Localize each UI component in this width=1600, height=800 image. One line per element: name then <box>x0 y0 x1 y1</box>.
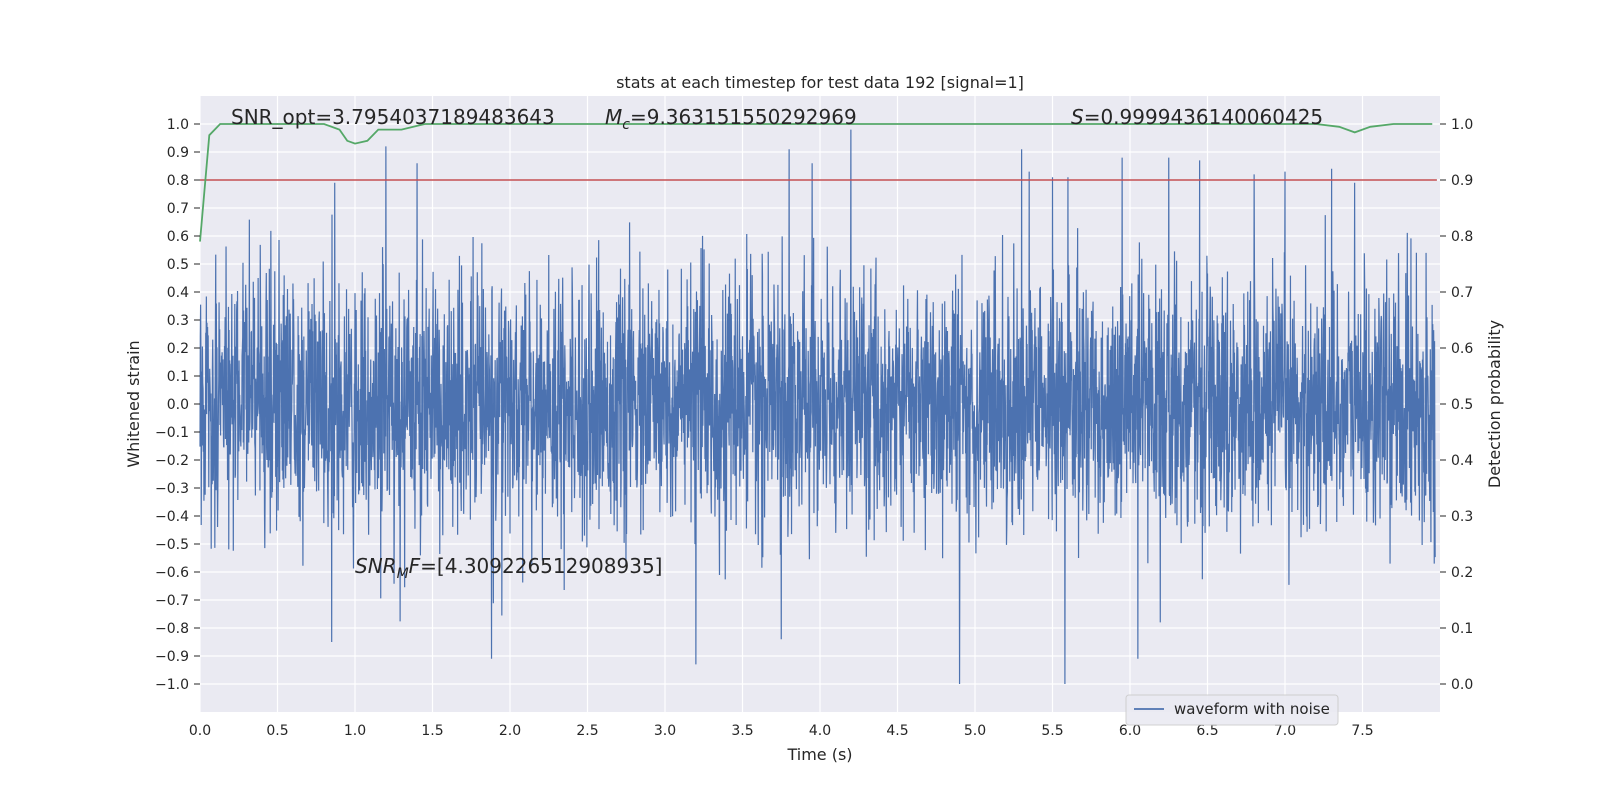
y2-tick-label: 0.0 <box>1451 677 1473 693</box>
y-tick-label: 0.8 <box>167 173 189 189</box>
axes: 0.0 0.5 1.0 1.5 2.0 2.5 3.0 3.5 4.0 4.5 5.0 5.5 6.0 6… <box>155 117 1473 739</box>
legend-box <box>1125 694 1339 726</box>
series-waveform-with-noise <box>199 129 1436 685</box>
y-tick-label: 0.1 <box>167 369 189 385</box>
y-tick-label: 0.0 <box>167 397 189 413</box>
y-tick-label: −0.8 <box>155 621 189 637</box>
legend: waveform with noise <box>1125 694 1339 726</box>
y-tick-label: −0.1 <box>155 425 189 441</box>
x-tick-label: 6.5 <box>1196 723 1218 739</box>
y-tick-label: 1.0 <box>167 117 189 133</box>
x-tick-label: 3.0 <box>654 723 676 739</box>
y-axis-label: Whitened strain <box>124 340 143 467</box>
y-tick-label: −0.9 <box>155 649 189 665</box>
y2-tick-label: 0.7 <box>1451 285 1473 301</box>
y-tick-label: 0.3 <box>167 313 189 329</box>
y2-tick-label: 0.4 <box>1451 453 1473 469</box>
y2-tick-label: 0.2 <box>1451 565 1473 581</box>
y-tick-label: 0.7 <box>167 201 189 217</box>
x-tick-label: 4.0 <box>809 723 831 739</box>
x-axis-label: Time (s) <box>786 745 852 764</box>
y2-tick-label: 0.5 <box>1451 397 1473 413</box>
y-tick-label: −1.0 <box>155 677 189 693</box>
y-tick-label: 0.4 <box>167 285 189 301</box>
chart-marks <box>199 123 1437 685</box>
annotation-snr-opt: SNR_opt=3.7954037189483643 <box>231 105 555 129</box>
x-tick-label: 5.0 <box>964 723 986 739</box>
y2-tick-label: 0.9 <box>1451 173 1473 189</box>
annotation-chirp-mass: Mc=9.363151550292969 <box>605 105 857 133</box>
x-tick-label: 4.5 <box>886 723 908 739</box>
y-tick-label: 0.5 <box>167 257 189 273</box>
y2-tick-label: 0.1 <box>1451 621 1473 637</box>
y-tick-label: −0.6 <box>155 565 189 581</box>
legend-entry-waveform: waveform with noise <box>1174 700 1330 718</box>
y-tick-label: −0.4 <box>155 509 189 525</box>
x-tick-label: 6.0 <box>1119 723 1141 739</box>
x-tick-label: 7.5 <box>1351 723 1373 739</box>
y2-axis-label: Detection probability <box>1485 320 1504 488</box>
y-tick-label: −0.3 <box>155 481 189 497</box>
x-tick-label: 2.5 <box>576 723 598 739</box>
annotation-snr-mf: SNRMF=[4.309226512908935] <box>355 554 663 582</box>
x-tick-label: 3.5 <box>731 723 753 739</box>
chart-title: stats at each timestep for test data 192… <box>616 73 1024 92</box>
y-tick-label: 0.6 <box>167 229 189 245</box>
y2-tick-label: 0.6 <box>1451 341 1473 357</box>
x-tick-label: 1.0 <box>344 723 366 739</box>
y-tick-label: −0.7 <box>155 593 189 609</box>
y2-tick-label: 0.3 <box>1451 509 1473 525</box>
x-tick-label: 1.5 <box>421 723 443 739</box>
series-detection-probability <box>199 123 1433 242</box>
x-tick-label: 0.5 <box>266 723 288 739</box>
x-tick-label: 7.0 <box>1274 723 1296 739</box>
annotation-s: S=0.9999436140060425 <box>1071 105 1323 129</box>
x-tick-label: 2.0 <box>499 723 521 739</box>
y-tick-label: 0.9 <box>167 145 189 161</box>
x-tick-label: 0.0 <box>189 723 211 739</box>
x-tick-label: 5.5 <box>1041 723 1063 739</box>
y-tick-label: 0.2 <box>167 341 189 357</box>
y-tick-label: −0.5 <box>155 537 189 553</box>
y2-tick-label: 0.8 <box>1451 229 1473 245</box>
y2-tick-label: 1.0 <box>1451 117 1473 133</box>
y-tick-label: −0.2 <box>155 453 189 469</box>
